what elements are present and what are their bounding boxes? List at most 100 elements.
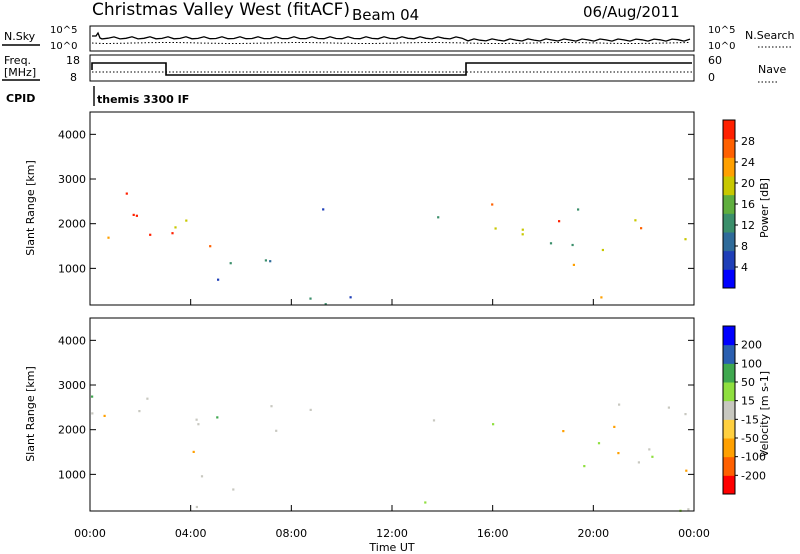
power-panel: 1000 2000 3000 4000 Slant Range [km] 4 8 12 16… bbox=[24, 111, 771, 306]
echo-cell bbox=[275, 429, 278, 432]
echo-cell bbox=[264, 259, 267, 262]
echo-cell bbox=[521, 228, 524, 231]
ytick-label: 2000 bbox=[58, 424, 86, 437]
echo-cell bbox=[684, 238, 687, 241]
ytick-label: 3000 bbox=[58, 379, 86, 392]
echo-cell bbox=[132, 213, 135, 216]
echo-cell bbox=[91, 395, 94, 398]
cpid-value: themis 3300 IF bbox=[97, 93, 189, 106]
colorbar-tick-label: -200 bbox=[741, 469, 766, 482]
velocity-colorbar: 200 100 50 15 -15 -50 -100 -200 bbox=[722, 325, 766, 495]
noise-panel: N.Sky 10^5 10^0 10^5 10^0 N.Search bbox=[2, 25, 795, 52]
velocity-ylabel: Slant Range [km] bbox=[24, 366, 37, 462]
echo-cell bbox=[192, 450, 195, 453]
echo-cell bbox=[634, 219, 637, 222]
colorbar-swatch bbox=[723, 382, 735, 402]
echo-cell bbox=[640, 227, 643, 230]
echo-cell bbox=[432, 419, 436, 422]
nsearch-line bbox=[91, 42, 691, 44]
echo-cell bbox=[521, 233, 524, 236]
freq-unit-label: [MHz] bbox=[4, 66, 36, 79]
echo-cell bbox=[197, 423, 200, 426]
echo-cell bbox=[171, 232, 174, 235]
xtick-label: 00:00 bbox=[678, 527, 710, 540]
echo-cell bbox=[571, 243, 574, 247]
nave-tick-high: 60 bbox=[708, 54, 722, 67]
colorbar-tick-label: 20 bbox=[741, 177, 755, 190]
echo-cell bbox=[125, 192, 128, 195]
noise-tick-low-left: 10^0 bbox=[50, 41, 77, 52]
echo-cell bbox=[185, 219, 188, 222]
xtick-label: 16:00 bbox=[477, 527, 509, 540]
beam-label: Beam 04 bbox=[352, 6, 419, 24]
xtick-label: 00:00 bbox=[74, 527, 106, 540]
freq-panel: Freq. [MHz] 18 8 60 0 Nave bbox=[2, 54, 786, 84]
echo-cell bbox=[572, 263, 575, 266]
xtick-label: 04:00 bbox=[175, 527, 207, 540]
echo-cell bbox=[149, 233, 152, 236]
echo-cell bbox=[209, 245, 212, 248]
echo-cell bbox=[637, 461, 640, 464]
echo-cell bbox=[195, 505, 198, 509]
echo-cell bbox=[216, 416, 219, 419]
echo-cell bbox=[309, 297, 312, 300]
echo-cell bbox=[597, 442, 601, 445]
colorbar-tick-label: 100 bbox=[741, 357, 762, 370]
echo-cell bbox=[424, 501, 427, 504]
ytick-label: 3000 bbox=[58, 173, 86, 186]
colorbar-swatch bbox=[723, 475, 735, 495]
velocity-xlabel: Time UT bbox=[368, 541, 414, 554]
echo-cell bbox=[270, 405, 273, 408]
echo-cell bbox=[200, 475, 204, 478]
velocity-cells bbox=[91, 395, 690, 512]
echo-cell bbox=[229, 262, 232, 265]
freq-tick-low: 8 bbox=[70, 71, 77, 84]
xtick-label: 08:00 bbox=[275, 527, 307, 540]
echo-cell bbox=[651, 455, 654, 458]
colorbar-swatch bbox=[723, 232, 735, 252]
velocity-colorbar-label: Velocity [m s-1] bbox=[758, 371, 771, 457]
nave-label: Nave bbox=[758, 63, 786, 76]
colorbar-tick-label: -100 bbox=[741, 451, 766, 464]
colorbar-swatch bbox=[723, 138, 735, 158]
power-colorbar-label: Power [dB] bbox=[758, 178, 771, 238]
echo-cell bbox=[491, 203, 494, 206]
colorbar-swatch bbox=[723, 344, 735, 364]
colorbar-swatch bbox=[723, 194, 735, 214]
echo-cell bbox=[684, 413, 687, 416]
colorbar-tick-label: 16 bbox=[741, 198, 755, 211]
echo-cell bbox=[174, 226, 177, 229]
echo-cell bbox=[601, 248, 604, 252]
colorbar-tick-label: 12 bbox=[741, 219, 755, 232]
xtick-label: 12:00 bbox=[376, 527, 408, 540]
echo-cell bbox=[562, 430, 565, 433]
echo-cell bbox=[685, 469, 688, 472]
colorbar-tick-label: 24 bbox=[741, 156, 755, 169]
echo-cell bbox=[618, 403, 621, 406]
echo-cell bbox=[492, 423, 495, 426]
echo-cell bbox=[217, 278, 220, 281]
velocity-panel: 1000 2000 3000 4000 00:00 04:00 08:00 12:00 16:… bbox=[24, 299, 771, 554]
colorbar-swatch bbox=[723, 269, 735, 289]
ytick-label: 2000 bbox=[58, 218, 86, 231]
nsearch-label: N.Search bbox=[745, 29, 795, 42]
colorbar-tick-label: 4 bbox=[741, 261, 748, 274]
colorbar-swatch bbox=[723, 250, 735, 270]
colorbar-tick-label: 50 bbox=[741, 376, 755, 389]
colorbar-tick-label: 8 bbox=[741, 240, 748, 253]
echo-cell bbox=[558, 220, 561, 223]
colorbar-tick-label: -15 bbox=[741, 413, 759, 426]
ytick-label: 4000 bbox=[58, 128, 86, 141]
colorbar-swatch bbox=[723, 157, 735, 177]
colorbar-swatch bbox=[723, 213, 735, 233]
echo-cell bbox=[138, 410, 141, 413]
noise-tick-high-right: 10^5 bbox=[708, 25, 735, 36]
echo-cell bbox=[583, 465, 586, 468]
echo-cell bbox=[324, 303, 327, 306]
colorbar-tick-label: 200 bbox=[741, 339, 762, 352]
echo-cell bbox=[648, 448, 651, 451]
echo-cell bbox=[577, 208, 580, 211]
echo-cell bbox=[322, 208, 325, 211]
ytick-label: 1000 bbox=[58, 468, 86, 481]
